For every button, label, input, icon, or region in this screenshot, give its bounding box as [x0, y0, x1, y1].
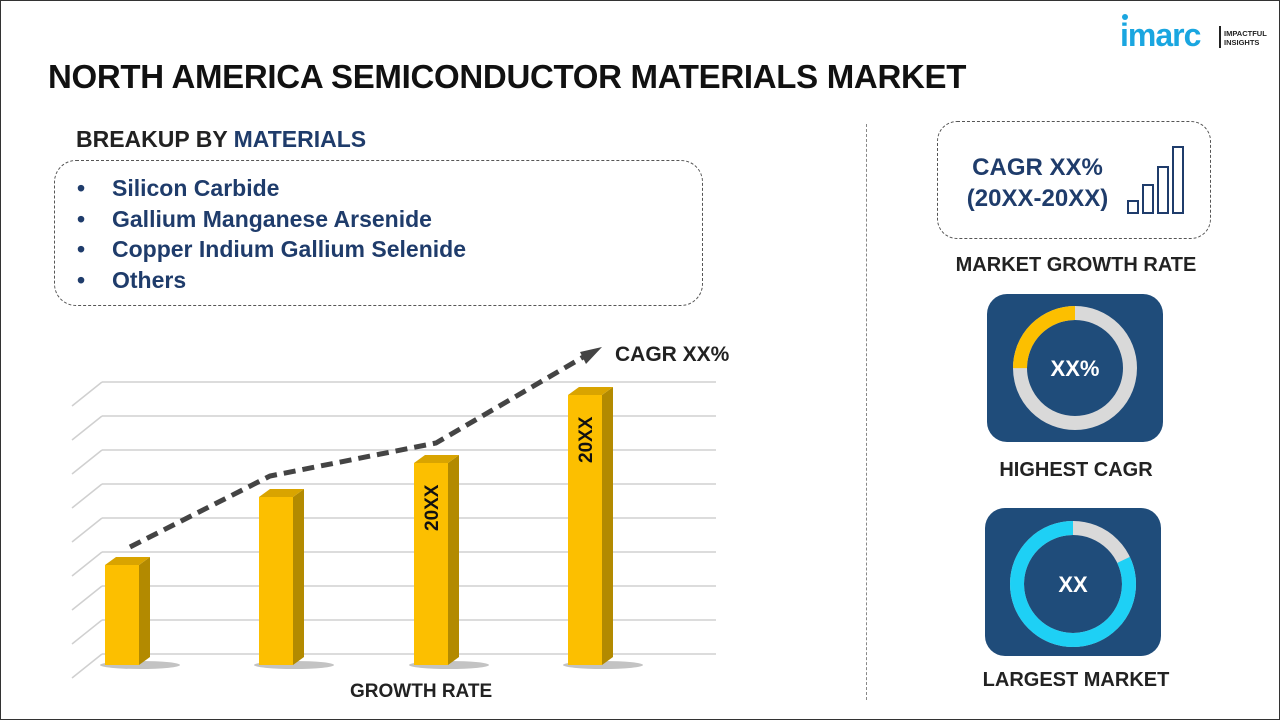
bar-growth-icon: [1127, 146, 1184, 214]
gridline-depth: [71, 585, 103, 611]
cagr-box: [937, 121, 1211, 239]
x-axis-label: GROWTH RATE: [350, 681, 493, 702]
materials-list-box: • Silicon Carbide • Gallium Manganese Arse…: [54, 160, 703, 306]
bar-side: [602, 387, 613, 665]
svg-text:IMPACTFUL: IMPACTFUL: [1224, 29, 1267, 38]
bar-side: [293, 489, 304, 665]
list-item-label: Silicon Carbide: [112, 175, 280, 201]
divider: [866, 124, 867, 700]
svg-text:INSIGHTS: INSIGHTS: [1224, 38, 1259, 47]
cagr-value: CAGR XX%: [972, 154, 1103, 181]
list-item-label: Copper Indium Gallium Selenide: [112, 236, 466, 262]
bar-top: [105, 557, 150, 565]
imarc-logo: imarc IMPACTFUL INSIGHTS: [1120, 12, 1270, 53]
trend-label: CAGR XX%: [615, 343, 730, 366]
bar-top: [259, 489, 304, 497]
gridline-depth: [71, 415, 103, 441]
highest-cagr-label: HIGHEST CAGR: [999, 459, 1153, 481]
breakup-highlight: MATERIALS: [233, 126, 367, 152]
trend-arrow-icon: [580, 347, 602, 364]
list-item: • Silicon Carbide: [77, 175, 280, 201]
cagr-text: CAGR XX% (20XX-20XX): [950, 152, 1125, 214]
largest-market-ring: [1010, 521, 1136, 647]
gridline-depth: [71, 483, 103, 509]
page-title: NORTH AMERICA SEMICONDUCTOR MATERIALS MA…: [48, 58, 967, 95]
bar-top: [414, 455, 459, 463]
chart-bars: 20XX 20XX: [100, 387, 643, 669]
bar: [105, 565, 139, 665]
growth-chart: 20XX 20XX CAGR XX%: [71, 343, 730, 679]
breakup-prefix: BREAKUP BY: [76, 126, 234, 152]
list-item-label: Others: [112, 266, 187, 293]
bar-top: [568, 387, 613, 395]
largest-market-card: XX: [985, 508, 1161, 656]
bar-side: [448, 455, 459, 665]
chart-grid: [71, 381, 716, 679]
list-item-label: Gallium Manganese Arsenide: [112, 205, 432, 232]
bar-side: [139, 557, 150, 665]
largest-market-label: LARGEST MARKET: [982, 669, 1170, 691]
breakup-heading: BREAKUP BY MATERIALS: [76, 126, 366, 153]
cagr-period: (20XX-20XX): [966, 185, 1109, 212]
bar: [568, 395, 602, 665]
highest-cagr-value: XX%: [1050, 356, 1100, 381]
bar: [414, 463, 448, 665]
gridline-depth: [71, 551, 103, 577]
list-item: • Copper Indium Gallium Selenide: [77, 236, 466, 262]
gridline-depth: [71, 619, 103, 645]
gridline-depth: [71, 653, 103, 679]
gridline-depth: [71, 381, 103, 407]
list-item: • Gallium Manganese Arsenide: [77, 205, 432, 232]
bar: [259, 497, 293, 665]
highest-cagr-card: XX%: [987, 294, 1163, 442]
bar-label: 20XX: [576, 416, 597, 463]
svg-text:imarc: imarc: [1120, 17, 1201, 52]
largest-market-value: XX: [1058, 572, 1088, 597]
trend-line: [128, 353, 587, 550]
highest-cagr-ring: [1013, 306, 1137, 430]
market-growth-label: MARKET GROWTH RATE: [955, 254, 1197, 276]
bar-label: 20XX: [422, 484, 443, 531]
list-item: • Others: [77, 266, 187, 293]
gridline-depth: [71, 449, 103, 475]
gridline-depth: [71, 517, 103, 543]
